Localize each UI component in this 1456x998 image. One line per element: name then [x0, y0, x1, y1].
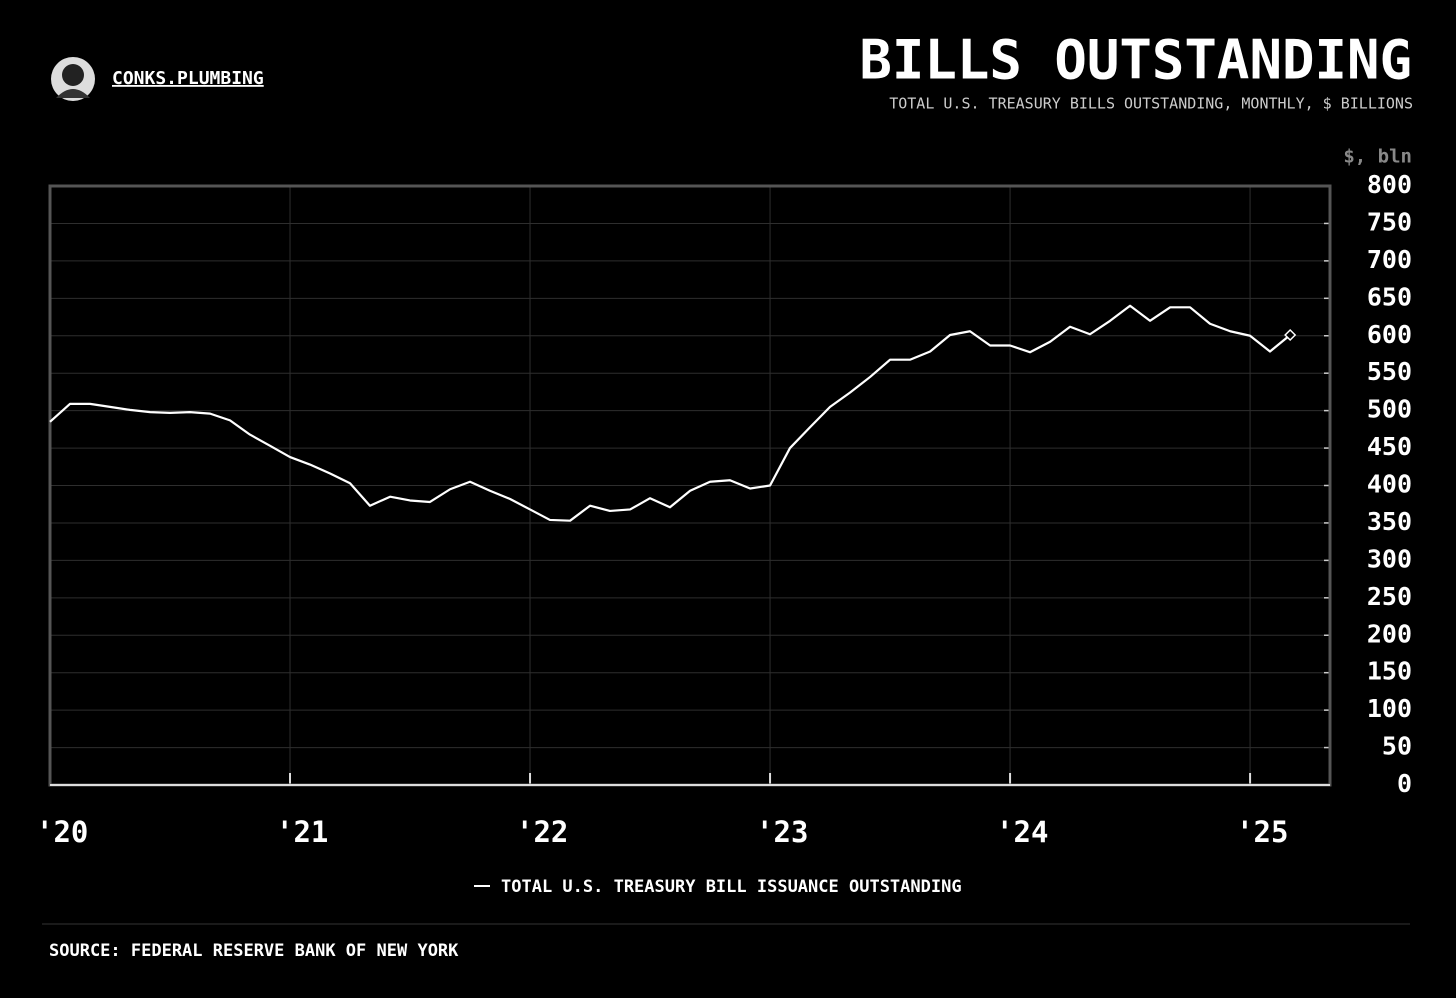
data-line [49, 304, 1291, 522]
y-tick-label: 0 [1397, 769, 1412, 798]
logo-figure [56, 89, 90, 98]
y-tick-label: 200 [1367, 619, 1412, 648]
y-tick-label: 350 [1367, 507, 1412, 536]
logo-figure [62, 64, 84, 86]
x-tick-label: '22 [516, 815, 568, 849]
y-tick-label: 450 [1367, 432, 1412, 461]
y-tick-label: 100 [1367, 694, 1412, 723]
y-tick-label: 750 [1367, 207, 1412, 236]
y-axis-label: $, bln [1343, 146, 1412, 168]
y-tick-label: 600 [1367, 320, 1412, 349]
y-tick-label: 800 [1367, 170, 1412, 199]
y-tick-label: 650 [1367, 282, 1412, 311]
chart-title: BILLS OUTSTANDING [859, 29, 1412, 92]
end-marker [1284, 328, 1297, 342]
y-tick-label: 700 [1367, 245, 1412, 274]
y-tick-label: 250 [1367, 582, 1412, 611]
y-tick-label: 400 [1367, 470, 1412, 499]
chart-subtitle: TOTAL U.S. TREASURY BILLS OUTSTANDING, M… [889, 95, 1413, 113]
legend-label: TOTAL U.S. TREASURY BILL ISSUANCE OUTSTA… [501, 877, 962, 897]
y-tick-label: 550 [1367, 357, 1412, 386]
x-tick-label: '21 [276, 815, 328, 849]
y-tick-label: 50 [1382, 732, 1412, 761]
y-tick-label: 150 [1367, 657, 1412, 686]
brand[interactable]: CONKS.PLUMBING [112, 68, 264, 89]
y-tick-label: 500 [1367, 395, 1412, 424]
x-tick-label: '24 [996, 815, 1048, 849]
y-tick-label: 300 [1367, 544, 1412, 573]
x-tick-label: '23 [756, 815, 808, 849]
x-tick-label: '20 [36, 815, 88, 849]
source: SOURCE: FEDERAL RESERVE BANK OF NEW YORK [49, 941, 459, 961]
x-tick-label: '25 [1236, 815, 1288, 849]
